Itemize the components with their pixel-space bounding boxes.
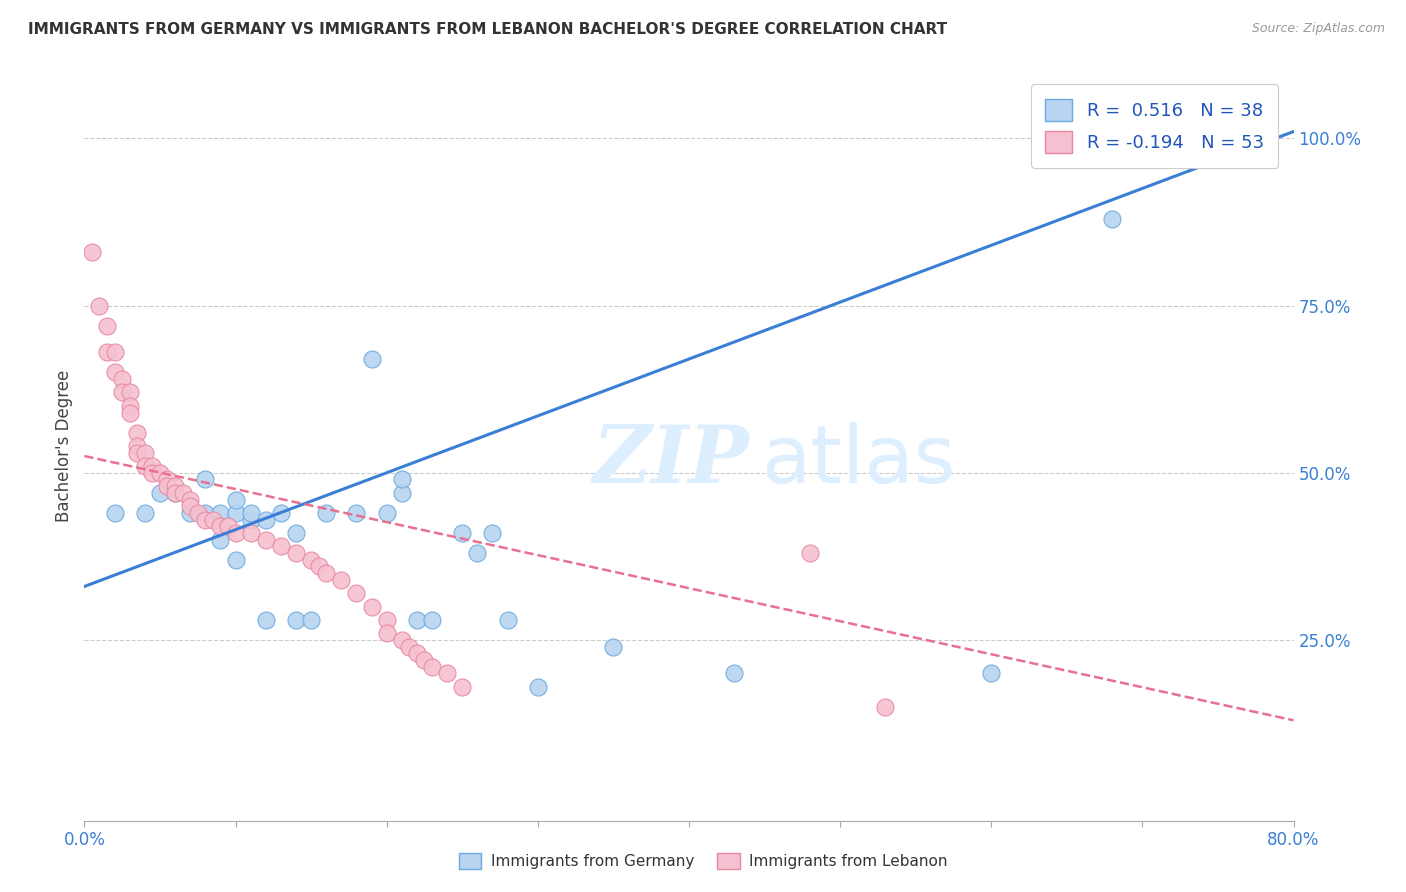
Point: [451, 680, 474, 694]
Point: [141, 466, 163, 480]
Point: [104, 506, 127, 520]
Point: [406, 613, 429, 627]
Point: [315, 566, 337, 581]
Point: [179, 506, 201, 520]
Point: [156, 473, 179, 487]
Point: [118, 406, 141, 420]
Point: [391, 633, 413, 648]
Text: atlas: atlas: [762, 422, 956, 500]
Point: [165, 479, 187, 493]
Point: [398, 640, 420, 654]
Point: [209, 533, 232, 547]
Point: [406, 646, 429, 660]
Point: [375, 626, 398, 640]
Point: [254, 533, 277, 547]
Point: [375, 506, 398, 520]
Point: [127, 439, 149, 453]
Point: [875, 700, 897, 714]
Point: [127, 446, 149, 460]
Legend: R =  0.516   N = 38, R = -0.194   N = 53: R = 0.516 N = 38, R = -0.194 N = 53: [1031, 84, 1278, 168]
Text: Source: ZipAtlas.com: Source: ZipAtlas.com: [1251, 22, 1385, 36]
Point: [346, 506, 368, 520]
Point: [436, 666, 458, 681]
Point: [96, 318, 118, 333]
Point: [285, 546, 308, 560]
Point: [270, 539, 292, 553]
Point: [134, 446, 156, 460]
Point: [134, 459, 156, 474]
Point: [89, 299, 111, 313]
Point: [165, 486, 187, 500]
Point: [420, 613, 443, 627]
Point: [375, 613, 398, 627]
Y-axis label: Bachelor's Degree: Bachelor's Degree: [55, 370, 73, 522]
Point: [254, 613, 277, 627]
Point: [330, 573, 353, 587]
Point: [179, 492, 201, 507]
Point: [360, 599, 382, 614]
Point: [254, 513, 277, 527]
Point: [391, 473, 413, 487]
Point: [299, 613, 322, 627]
Point: [134, 506, 156, 520]
Point: [239, 526, 262, 541]
Point: [194, 506, 217, 520]
Point: [225, 526, 247, 541]
Point: [360, 352, 382, 367]
Point: [104, 345, 127, 359]
Point: [413, 653, 436, 667]
Text: IMMIGRANTS FROM GERMANY VS IMMIGRANTS FROM LEBANON BACHELOR'S DEGREE CORRELATION: IMMIGRANTS FROM GERMANY VS IMMIGRANTS FR…: [28, 22, 948, 37]
Point: [209, 519, 232, 533]
Point: [315, 506, 337, 520]
Point: [723, 666, 745, 681]
Point: [239, 506, 262, 520]
Point: [127, 425, 149, 440]
Point: [1101, 211, 1123, 226]
Point: [179, 500, 201, 514]
Point: [172, 486, 194, 500]
Point: [194, 473, 217, 487]
Point: [270, 506, 292, 520]
Point: [165, 486, 187, 500]
Point: [104, 366, 127, 380]
Point: [111, 372, 134, 386]
Point: [980, 666, 1002, 681]
Point: [451, 526, 474, 541]
Point: [467, 546, 489, 560]
Point: [118, 385, 141, 400]
Point: [285, 526, 308, 541]
Legend: Immigrants from Germany, Immigrants from Lebanon: Immigrants from Germany, Immigrants from…: [453, 847, 953, 875]
Point: [285, 613, 308, 627]
Point: [1161, 125, 1184, 139]
Point: [799, 546, 821, 560]
Point: [496, 613, 519, 627]
Point: [118, 399, 141, 413]
Text: ZIP: ZIP: [592, 422, 749, 500]
Point: [527, 680, 550, 694]
Point: [225, 506, 247, 520]
Point: [96, 345, 118, 359]
Point: [225, 553, 247, 567]
Point: [111, 385, 134, 400]
Point: [308, 559, 330, 574]
Point: [239, 513, 262, 527]
Point: [602, 640, 624, 654]
Point: [187, 506, 209, 520]
Point: [420, 660, 443, 674]
Point: [481, 526, 503, 541]
Point: [346, 586, 368, 600]
Point: [209, 506, 232, 520]
Point: [141, 459, 163, 474]
Point: [194, 513, 217, 527]
Point: [299, 553, 322, 567]
Point: [149, 486, 172, 500]
Point: [201, 513, 224, 527]
Point: [149, 466, 172, 480]
Point: [391, 486, 413, 500]
Point: [80, 245, 103, 260]
Point: [156, 479, 179, 493]
Point: [225, 492, 247, 507]
Point: [217, 519, 239, 533]
